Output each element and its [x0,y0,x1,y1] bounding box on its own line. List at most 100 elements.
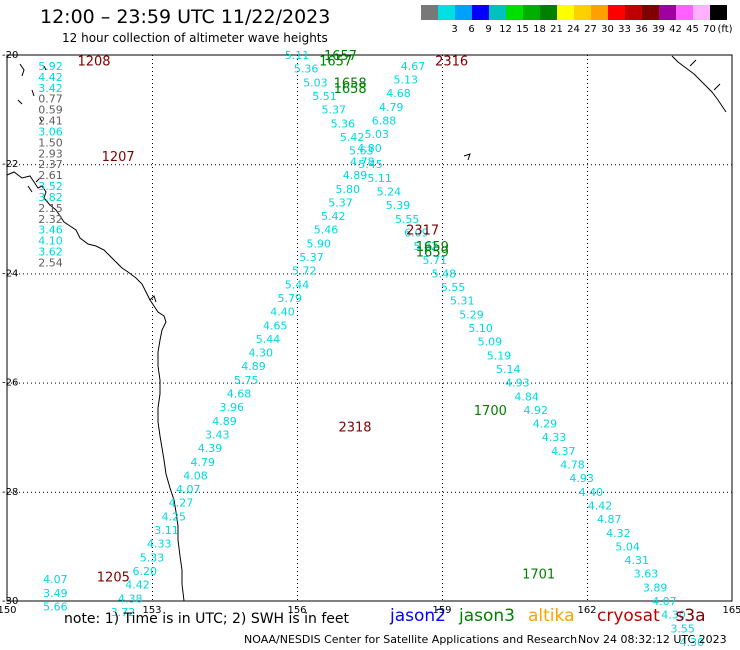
grid-dot [152,363,153,364]
grid-dot [442,103,443,104]
grid-dot [123,382,124,384]
grid-dot [267,491,268,493]
grid-dot [415,273,416,275]
grid-dot [297,595,298,596]
grid-dot [587,571,588,572]
grid-dot [152,435,153,436]
grid-dot [615,273,616,275]
grid-dot [297,315,298,316]
grid-dot [442,463,443,464]
grid-dot [635,491,636,493]
grid-dot [555,273,556,275]
legend-swatch [574,5,591,20]
grid-dot [419,491,420,493]
pass-time-label: 2316 [435,54,468,69]
wave-height-value: 5.13 [394,74,419,87]
grid-dot [152,563,153,564]
grid-dot [63,164,64,166]
grid-dot [152,95,153,96]
grid-dot [587,295,588,296]
wave-height-value: 5.51 [312,90,337,103]
grid-dot [51,164,52,166]
grid-dot [442,443,443,444]
grid-dot [442,79,443,80]
grid-dot [459,491,460,493]
grid-dot [7,273,8,275]
grid-dot [587,543,588,544]
grid-dot [442,183,443,184]
grid-dot [231,491,232,493]
grid-dot [607,273,608,275]
grid-dot [683,382,684,384]
grid-dot [442,335,443,336]
grid-dot [152,319,153,320]
legend-label: 21 [550,24,563,35]
grid-dot [587,164,588,166]
grid-dot [587,487,588,488]
grid-dot [442,91,443,92]
grid-dot [579,273,580,275]
grid-dot [215,273,216,275]
grid-dot [587,187,588,188]
grid-dot [152,347,153,348]
grid-dot [152,427,153,428]
grid-dot [491,164,492,166]
grid-dot [127,164,128,166]
grid-dot [583,491,584,493]
grid-dot [379,382,380,384]
grid-dot [663,491,664,493]
grid-dot [587,515,588,516]
grid-dot [587,535,588,536]
grid-dot [223,273,224,275]
grid-dot [531,164,532,166]
grid-dot [152,367,153,368]
grid-dot [723,491,724,493]
grid-dot [83,382,84,384]
grid-dot [55,273,56,275]
grid-dot [152,307,153,308]
grid-dot [167,382,168,384]
grid-dot [442,291,443,292]
grid-dot [611,273,612,275]
wave-height-value: 4.80 [357,142,382,155]
grid-dot [199,382,200,384]
grid-dot [297,355,298,356]
grid-dot [442,227,443,228]
grid-dot [679,491,680,493]
grid-dot [152,55,153,56]
grid-dot [711,273,712,275]
grid-dot [527,164,528,166]
wave-height-value: 2.32 [38,213,63,226]
grid-dot [297,363,298,364]
grid-dot [442,503,443,504]
grid-dot [387,164,388,166]
grid-dot [303,491,304,493]
grid-dot [152,535,153,536]
grid-dot [587,183,588,184]
grid-dot [299,273,300,275]
grid-dot [471,491,472,493]
grid-dot [442,351,443,352]
grid-dot [395,491,396,493]
grid-dot [587,519,588,520]
grid-dot [591,273,592,275]
grid-dot [319,164,320,166]
wave-height-value: 5.79 [278,292,303,305]
grid-dot [297,127,298,128]
grid-dot [323,164,324,166]
grid-dot [511,273,512,275]
grid-dot [219,273,220,275]
wave-height-value: 4.33 [542,431,567,444]
grid-dot [442,175,443,176]
grid-dot [442,203,443,204]
grid-dot [195,491,196,493]
grid-dot [595,491,596,493]
grid-dot [297,271,298,272]
grid-dot [152,175,153,176]
grid-dot [371,491,372,493]
grid-dot [315,164,316,166]
grid-dot [297,491,298,492]
grid-dot [299,164,300,166]
grid-dot [587,511,588,512]
